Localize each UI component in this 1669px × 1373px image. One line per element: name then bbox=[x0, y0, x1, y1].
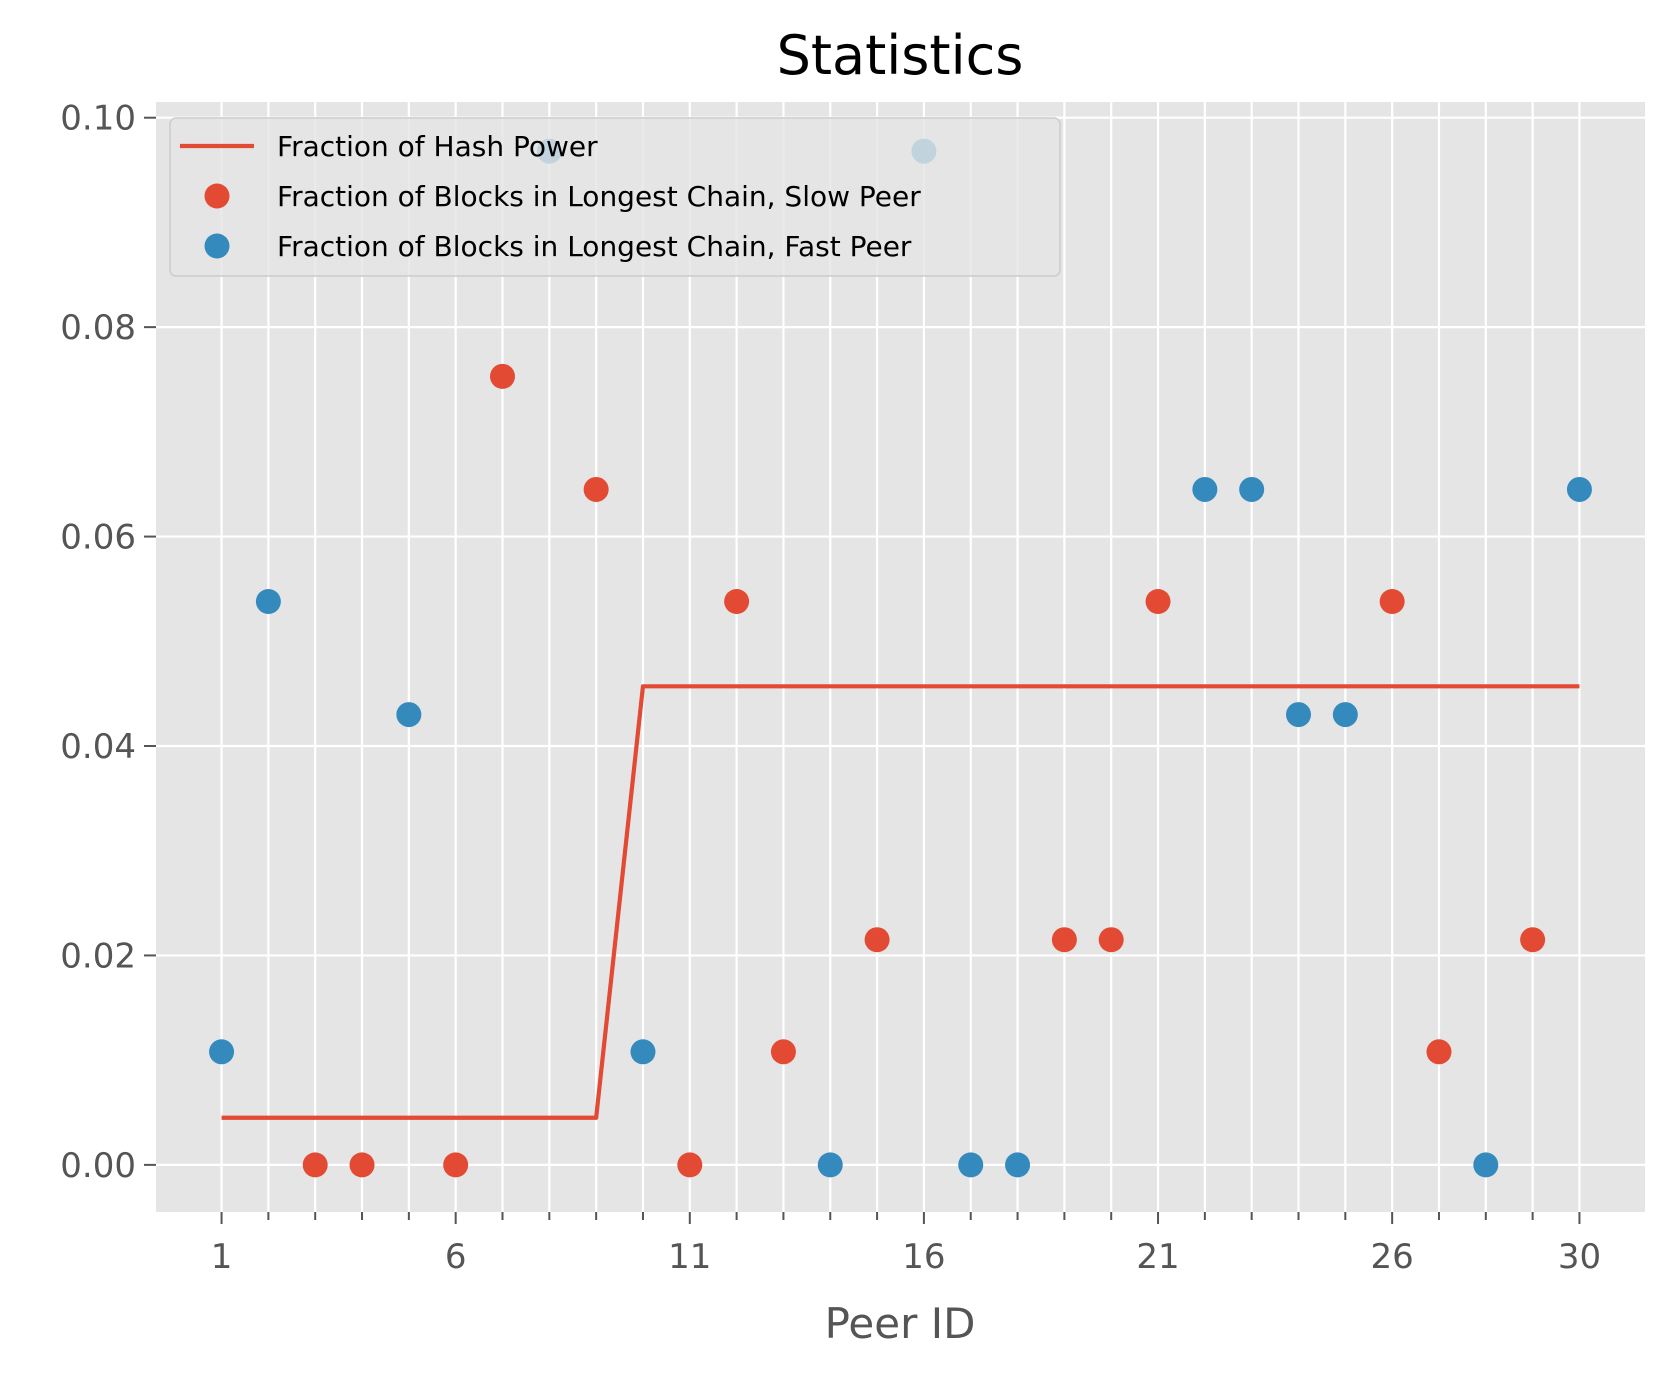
x-tick-label: 16 bbox=[902, 1237, 945, 1277]
x-axis-label: Peer ID bbox=[825, 1299, 976, 1348]
slow-peer-point bbox=[1051, 927, 1077, 953]
slow-peer-point bbox=[443, 1152, 469, 1178]
slow-peer-point bbox=[1145, 589, 1171, 614]
slow-peer-point bbox=[770, 1039, 796, 1065]
x-tick-label: 26 bbox=[1371, 1237, 1414, 1277]
slow-peer-point bbox=[1520, 927, 1546, 953]
fast-peer-point bbox=[1566, 476, 1592, 502]
hash-power-line bbox=[221, 684, 1580, 1120]
fast-peer-point bbox=[1473, 1152, 1499, 1178]
x-tick-label: 6 bbox=[445, 1237, 467, 1277]
legend-entry-label: Fraction of Blocks in Longest Chain, Slo… bbox=[277, 180, 921, 213]
x-tick-label: 1 bbox=[211, 1237, 233, 1277]
chart-title: Statistics bbox=[777, 24, 1024, 87]
slow-peer-series bbox=[302, 363, 1546, 1178]
slow-peer-point bbox=[1098, 927, 1124, 953]
fast-peer-point bbox=[630, 1039, 656, 1065]
x-tick-label: 21 bbox=[1136, 1237, 1179, 1277]
legend-entry-label: Fraction of Blocks in Longest Chain, Fas… bbox=[277, 230, 912, 263]
axes: 1 6 11 16 21 26 300.000.020.040.060.080.10 bbox=[60, 99, 1601, 1277]
fast-peer-point bbox=[1192, 476, 1218, 502]
y-tick-label: 0.04 bbox=[60, 727, 136, 767]
data-series bbox=[209, 138, 1592, 1178]
fast-peer-point bbox=[1239, 476, 1265, 502]
slow-peer-point bbox=[349, 1152, 375, 1178]
slow-peer-point bbox=[1426, 1039, 1452, 1065]
fast-peer-point bbox=[209, 1039, 235, 1065]
fast-peer-point bbox=[1286, 702, 1312, 728]
slow-peer-point bbox=[1379, 589, 1405, 614]
x-tick-label: 11 bbox=[668, 1237, 711, 1277]
y-tick-label: 0.10 bbox=[60, 99, 136, 139]
fast-peer-series bbox=[209, 138, 1592, 1178]
legend-box bbox=[169, 117, 1061, 277]
plot-area bbox=[156, 102, 1645, 1212]
legend-marker-swatch bbox=[204, 233, 230, 259]
slow-peer-point bbox=[489, 363, 515, 389]
fast-peer-point bbox=[396, 702, 422, 728]
y-tick-label: 0.08 bbox=[60, 308, 136, 348]
slow-peer-point bbox=[864, 927, 890, 953]
grid-lines bbox=[156, 102, 1645, 1212]
legend-marker-swatch bbox=[204, 183, 230, 209]
slow-peer-point bbox=[302, 1152, 328, 1178]
y-tick-label: 0.06 bbox=[60, 518, 136, 558]
y-tick-label: 0.00 bbox=[60, 1146, 136, 1186]
slow-peer-point bbox=[724, 589, 750, 614]
legend: Fraction of Hash Power Fraction of Blocks… bbox=[169, 117, 1061, 277]
legend-entry-label: Fraction of Hash Power bbox=[277, 130, 598, 163]
fast-peer-point bbox=[1332, 702, 1358, 728]
fast-peer-point bbox=[255, 589, 281, 614]
fast-peer-point bbox=[817, 1152, 843, 1178]
slow-peer-point bbox=[677, 1152, 703, 1178]
fast-peer-point bbox=[1005, 1152, 1031, 1178]
x-tick-label: 30 bbox=[1558, 1237, 1601, 1277]
fast-peer-point bbox=[958, 1152, 984, 1178]
y-tick-label: 0.02 bbox=[60, 936, 136, 976]
slow-peer-point bbox=[583, 476, 609, 502]
